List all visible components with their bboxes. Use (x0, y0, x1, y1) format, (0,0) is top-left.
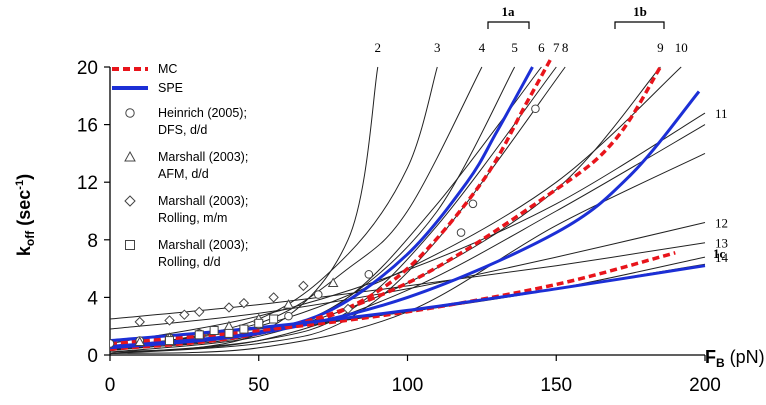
circle-data-point (364, 270, 374, 279)
legend-mc-label: MC (158, 62, 177, 76)
diamond-data-point (179, 309, 190, 320)
triangle-data-point (283, 299, 294, 309)
group-label-1b: 1b (633, 4, 647, 19)
series-mc-1b (110, 66, 662, 351)
legend-marshall-rolling-dd-line1: Marshall (2003); (158, 238, 248, 252)
legend-marshall-rolling-mm-line2: Rolling, m/m (158, 211, 227, 225)
legend-circle-marker (125, 108, 135, 118)
curve-label-12: 12 (715, 216, 728, 231)
diamond-data-point (194, 306, 205, 318)
data-markers (110, 104, 540, 348)
triangle-data-point (327, 277, 339, 287)
x-tick-label: 100 (392, 375, 424, 396)
curve-label-4: 4 (479, 40, 486, 55)
curve-label-8: 8 (562, 40, 569, 55)
x-tick-label: 0 (105, 375, 116, 396)
series-spe-1c (110, 264, 706, 343)
x-tick-label: 50 (248, 375, 269, 396)
circle-data-point (531, 104, 540, 114)
y-tick-label: 16 (77, 116, 98, 137)
reference-curve-6 (110, 66, 542, 353)
circle-data-point (456, 228, 466, 237)
legend-heinrich-line1: Heinrich (2005); (158, 106, 247, 120)
x-ticks: 0 50 100 150 200 (105, 355, 721, 396)
group-label-1c: 1c (713, 246, 726, 261)
square-data-point (209, 326, 219, 336)
reference-curve (110, 124, 706, 353)
reference-curve-12 (110, 222, 706, 330)
curve-label-11: 11 (715, 106, 728, 121)
curve-label-3: 3 (434, 40, 441, 55)
legend-heinrich-line2: DFS, d/d (158, 123, 207, 137)
square-data-point (269, 314, 279, 324)
legend-square-marker (125, 240, 135, 250)
x-tick-label: 150 (540, 375, 572, 396)
circle-data-point (284, 311, 293, 321)
diamond-data-point (268, 292, 279, 303)
legend-spe-label: SPE (158, 81, 183, 95)
legend-triangle-marker (124, 150, 136, 162)
reference-curve-7 (110, 66, 557, 355)
y-ticks: 0 4 8 12 16 20 (77, 58, 110, 367)
y-axis-label: koff (sec-1) (14, 174, 37, 256)
legend-marshall-rolling-mm-line1: Marshall (2003); (158, 194, 248, 208)
x-tick-label: 200 (689, 375, 721, 396)
group-label-1a: 1a (502, 4, 516, 19)
diamond-data-point (164, 315, 175, 326)
y-tick-label: 20 (77, 58, 98, 79)
diamond-data-point (223, 302, 235, 313)
group-brackets: 1a 1b 1c (487, 4, 726, 261)
curve-label-13: 13 (715, 236, 728, 251)
curve-label-2: 2 (375, 40, 382, 55)
curve-label-14: 14 (715, 250, 729, 265)
legend: MC SPE Heinrich (2005); DFS, d/d Marshal… (112, 62, 248, 269)
diamond-data-point (298, 280, 309, 292)
circle-data-point (110, 339, 115, 348)
legend-diamond-marker (124, 195, 136, 207)
bracket-1a (487, 21, 530, 29)
diamond-data-point (134, 316, 145, 328)
curve-label-5: 5 (511, 40, 518, 55)
y-tick-label: 4 (87, 288, 98, 309)
legend-marshall-afm-line2: AFM, d/d (158, 167, 209, 181)
y-tick-label: 12 (77, 173, 98, 194)
curve-label-9: 9 (657, 40, 664, 55)
curve-label-6: 6 (538, 40, 545, 55)
series-mc-1a (110, 59, 552, 347)
circle-data-point (313, 290, 323, 299)
y-tick-label: 0 (87, 346, 98, 367)
square-data-point (239, 324, 249, 334)
y-tick-label: 8 (87, 231, 98, 252)
square-data-point (194, 330, 204, 340)
circle-data-point (468, 199, 478, 209)
legend-marshall-afm-line1: Marshall (2003); (158, 150, 248, 164)
triangle-data-point (134, 336, 146, 347)
reference-curve-13 (110, 242, 706, 320)
curve-label-7: 7 (553, 40, 560, 55)
curve-label-10: 10 (675, 40, 688, 55)
square-data-point (165, 336, 174, 346)
x-axis-label: FB (pN) (705, 347, 765, 370)
diamond-data-point (238, 297, 250, 309)
square-data-point (224, 328, 234, 338)
diamond-data-point (342, 303, 354, 315)
bracket-1b (614, 21, 665, 29)
square-data-point (254, 318, 264, 328)
legend-marshall-rolling-dd-line2: Rolling, d/d (158, 255, 221, 269)
